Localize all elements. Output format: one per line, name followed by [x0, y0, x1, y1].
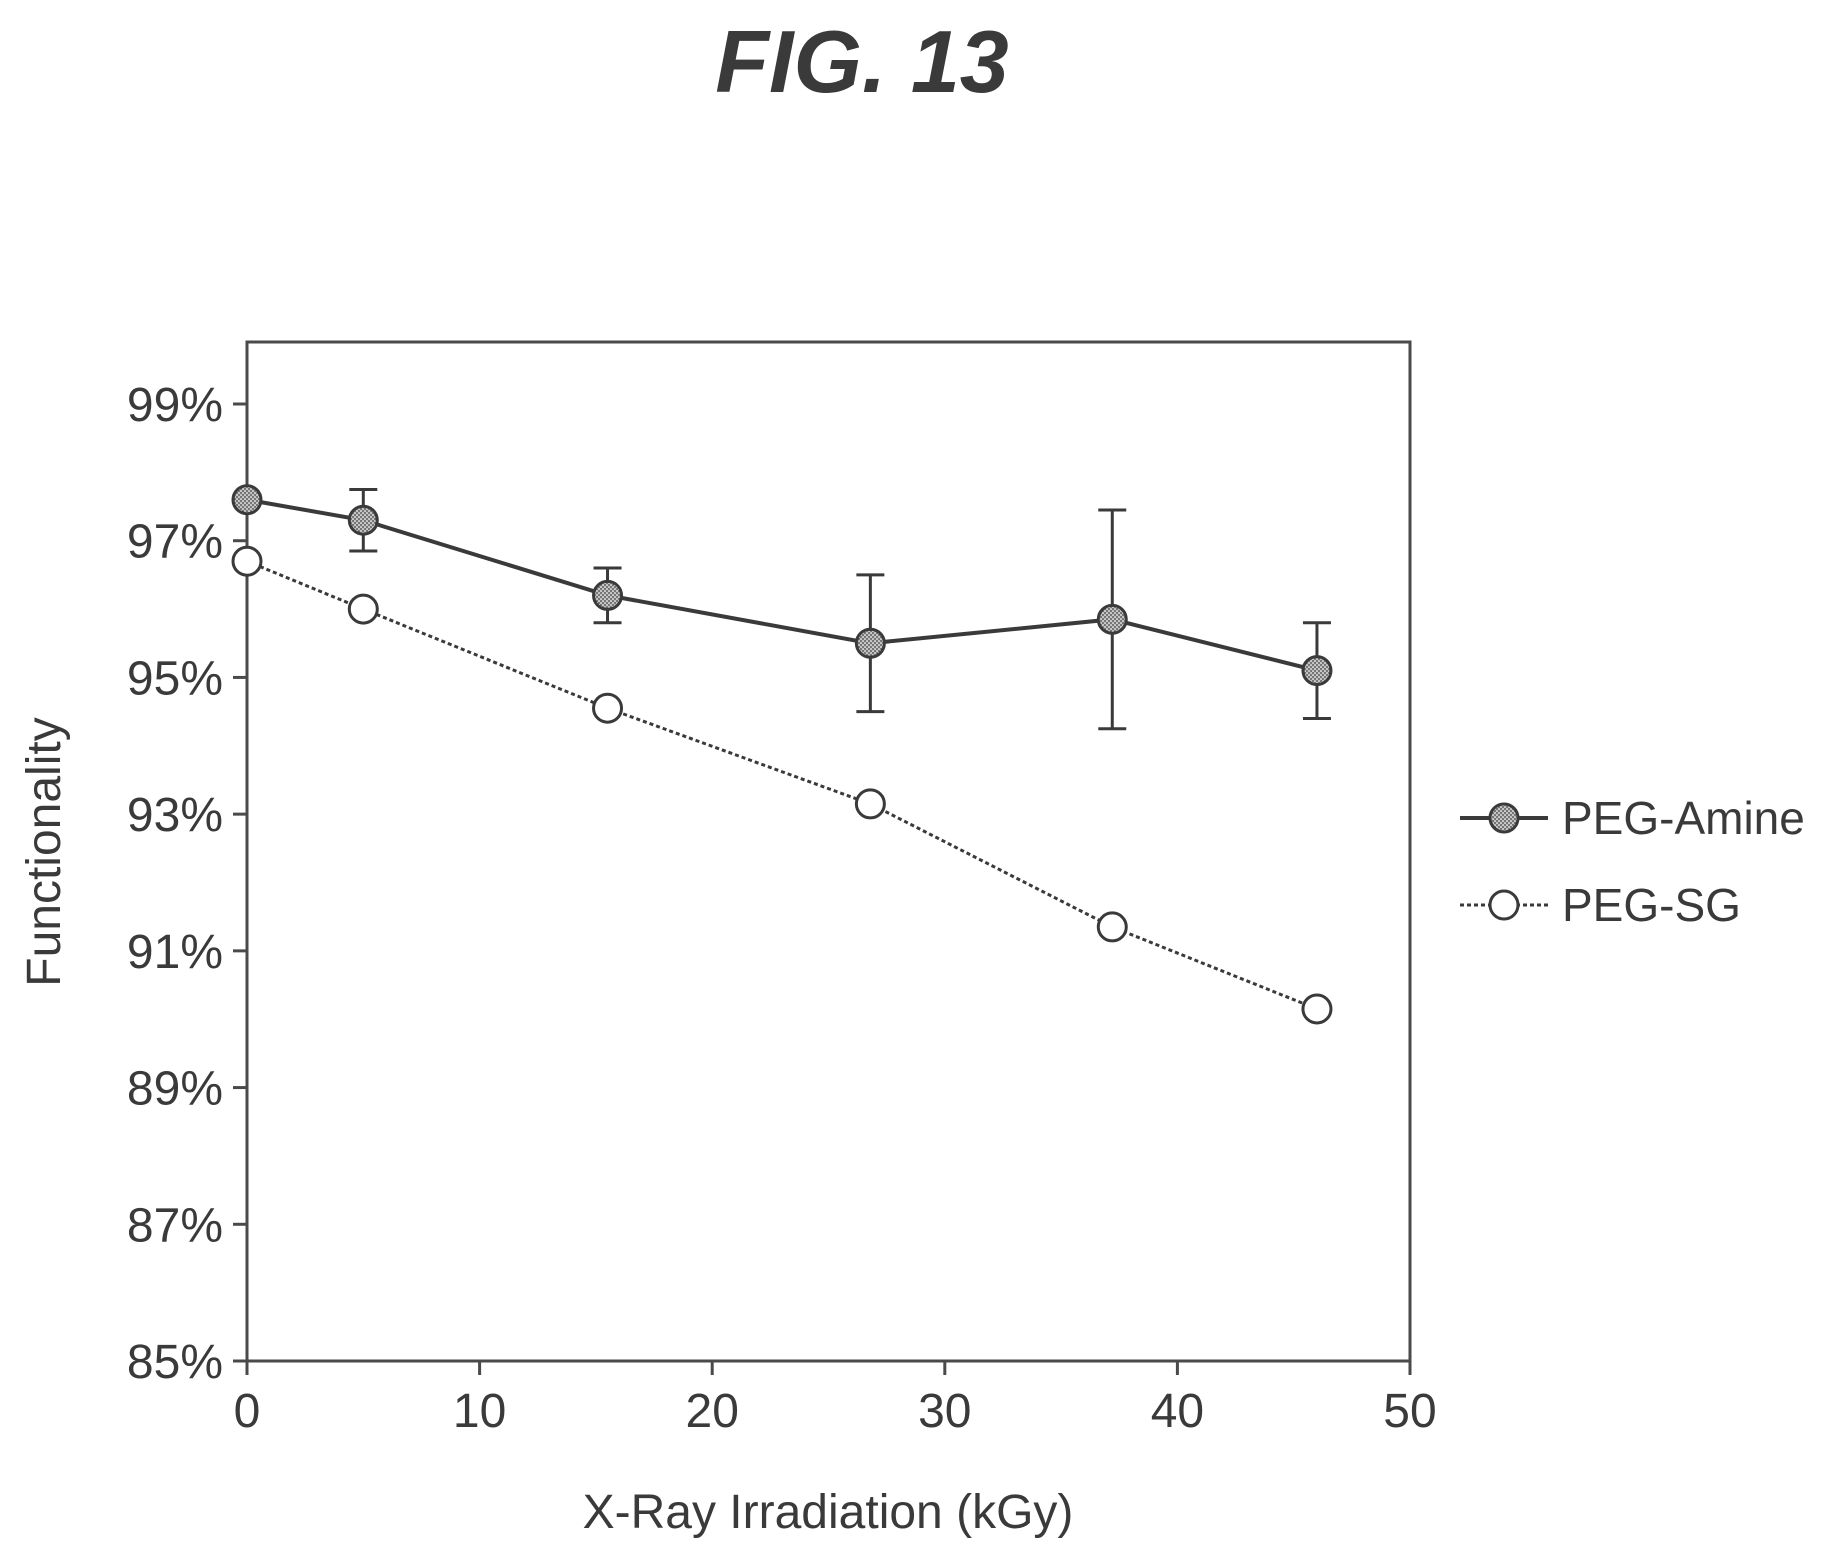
series-line-peg-amine	[246, 497, 1318, 673]
series-layer	[231, 484, 1333, 1025]
legend-marker	[1488, 889, 1520, 921]
figure-label: FIG. 13	[715, 12, 1008, 111]
y-tick-label: 89%	[127, 1063, 223, 1116]
y-tick-label: 95%	[127, 652, 223, 705]
data-point	[231, 484, 263, 516]
y-tick-label: 97%	[127, 516, 223, 569]
x-tick-label: 40	[1151, 1385, 1204, 1438]
data-point	[1096, 603, 1128, 635]
legend-item-peg-sg: PEG-SG	[1460, 879, 1741, 931]
legend-item-peg-amine: PEG-Amine	[1460, 792, 1805, 844]
plot-frame	[245, 340, 1412, 1363]
data-point	[1301, 655, 1333, 687]
data-point	[231, 545, 263, 577]
y-tick-label: 91%	[127, 926, 223, 979]
series-peg-sg	[231, 545, 1333, 1025]
legend-marker	[1488, 802, 1520, 834]
y-tick-label: 85%	[127, 1336, 223, 1389]
data-point	[592, 692, 624, 724]
y-tick-label: 87%	[127, 1199, 223, 1252]
series-peg-amine	[231, 484, 1333, 731]
x-tick-label: 0	[234, 1385, 261, 1438]
x-axis: 0 10 20 30 40 50	[234, 1361, 1437, 1438]
x-tick-label: 20	[686, 1385, 739, 1438]
legend-label: PEG-SG	[1562, 879, 1741, 931]
legend: PEG-Amine PEG-SG	[1460, 792, 1805, 931]
data-point	[1301, 993, 1333, 1025]
data-point	[1096, 911, 1128, 943]
data-point	[347, 593, 379, 625]
y-tick-label: 99%	[127, 379, 223, 432]
legend-label: PEG-Amine	[1562, 792, 1805, 844]
x-tick-label: 10	[453, 1385, 506, 1438]
data-point	[347, 504, 379, 536]
x-tick-label: 50	[1383, 1385, 1436, 1438]
y-tick-label: 93%	[127, 789, 223, 842]
data-point	[854, 788, 886, 820]
data-point	[854, 627, 886, 659]
x-axis-label: X-Ray Irradiation (kGy)	[583, 1486, 1074, 1539]
data-point	[592, 579, 624, 611]
y-axis: 85% 87% 89% 91% 93% 95% 97% 99%	[127, 379, 247, 1389]
x-tick-label: 30	[918, 1385, 971, 1438]
y-axis-label: Functionality	[18, 717, 71, 986]
